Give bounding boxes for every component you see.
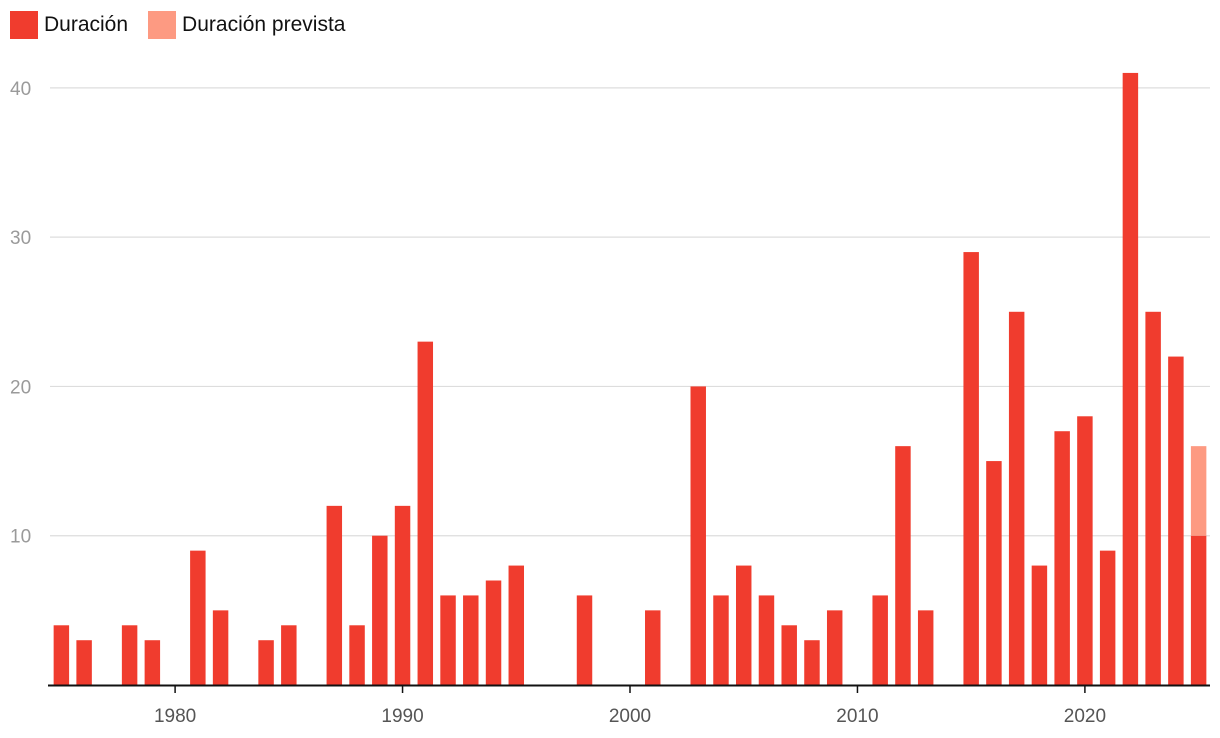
y-tick-label-40: 40	[10, 79, 31, 100]
bar-duracion-1982	[212, 610, 229, 685]
bar-duracion-2001	[645, 610, 661, 685]
bar-duracion-1987	[326, 505, 343, 685]
bar-duracion-2019	[1054, 431, 1070, 685]
legend-item-duracion-prevista[interactable]: Duración prevista	[148, 11, 345, 39]
bar-duracion-1998	[576, 595, 593, 685]
bar-duracion-1994	[485, 580, 502, 685]
bar-duracion-1989	[372, 535, 388, 685]
bar-duracion-2022	[1122, 72, 1139, 685]
bar-duracion-1975	[53, 625, 70, 685]
legend-swatch-duracion-prevista	[148, 11, 177, 39]
bar-duracion-1993	[463, 595, 479, 685]
x-tick-label-2020: 2020	[1064, 706, 1106, 727]
bar-duracion-2016	[986, 461, 1002, 685]
x-tick-label-2010: 2010	[836, 706, 878, 727]
bar-duracion-2004	[713, 595, 729, 685]
y-tick-label-20: 20	[10, 377, 31, 398]
legend-label-duracion: Duración	[44, 13, 129, 36]
bar-duracion-2018	[1031, 565, 1048, 685]
y-tick-label-10: 10	[10, 527, 31, 548]
bar-duracion-1981	[190, 550, 206, 685]
bar-duracion-2025	[1190, 535, 1207, 685]
bar-duracion-2008	[804, 640, 820, 685]
legend-item-duracion[interactable]: Duración	[10, 11, 128, 39]
x-axis-ticks: 1980 1990 2000 2010 2020	[154, 685, 1106, 727]
bar-duracion-2012	[895, 446, 911, 685]
bar-duracion-1992	[440, 595, 456, 685]
x-tick-label-2000: 2000	[609, 706, 651, 727]
gridlines	[50, 87, 1210, 537]
y-axis-ticks: 10 20 30 40	[10, 79, 31, 548]
bars	[53, 72, 1207, 686]
bar-duracion-2013	[917, 610, 934, 685]
bar-duracion-2024	[1168, 356, 1184, 685]
legend-swatch-duracion	[10, 11, 38, 39]
bar-duracion-2023	[1145, 311, 1161, 685]
y-tick-label-30: 30	[10, 228, 31, 249]
bar-duracion-2006	[758, 595, 775, 685]
chart-legend: Duración Duración prevista	[10, 8, 365, 42]
bar-duracion-1995	[508, 565, 525, 685]
bar-duracion-1990	[394, 505, 411, 685]
bar-duracion-1991	[417, 341, 434, 685]
bar-duracion-2015	[963, 252, 979, 686]
bar-duracion-2007	[781, 625, 797, 685]
bar-duracion-2017	[1008, 311, 1025, 685]
bar-duracion-2003	[690, 386, 706, 685]
bar-duracion-2021	[1099, 550, 1116, 685]
x-tick-label-1990: 1990	[381, 706, 423, 727]
legend-label-duracion-prevista: Duración prevista	[182, 13, 346, 36]
bar-duracion-1988	[349, 625, 365, 685]
bar-duracion-1976	[76, 640, 92, 685]
bar-duracion-2009	[826, 610, 843, 685]
bar-duracion-prevista-2025	[1190, 446, 1207, 536]
bar-duracion-1985	[281, 625, 297, 685]
bar-duracion-1978	[121, 625, 138, 685]
x-tick-label-1980: 1980	[154, 706, 196, 727]
bar-duracion-1984	[258, 640, 274, 685]
bar-duracion-2020	[1077, 416, 1093, 685]
bar-duracion-2011	[872, 595, 888, 685]
bar-duracion-1979	[144, 640, 161, 685]
bar-duracion-2005	[735, 565, 752, 685]
